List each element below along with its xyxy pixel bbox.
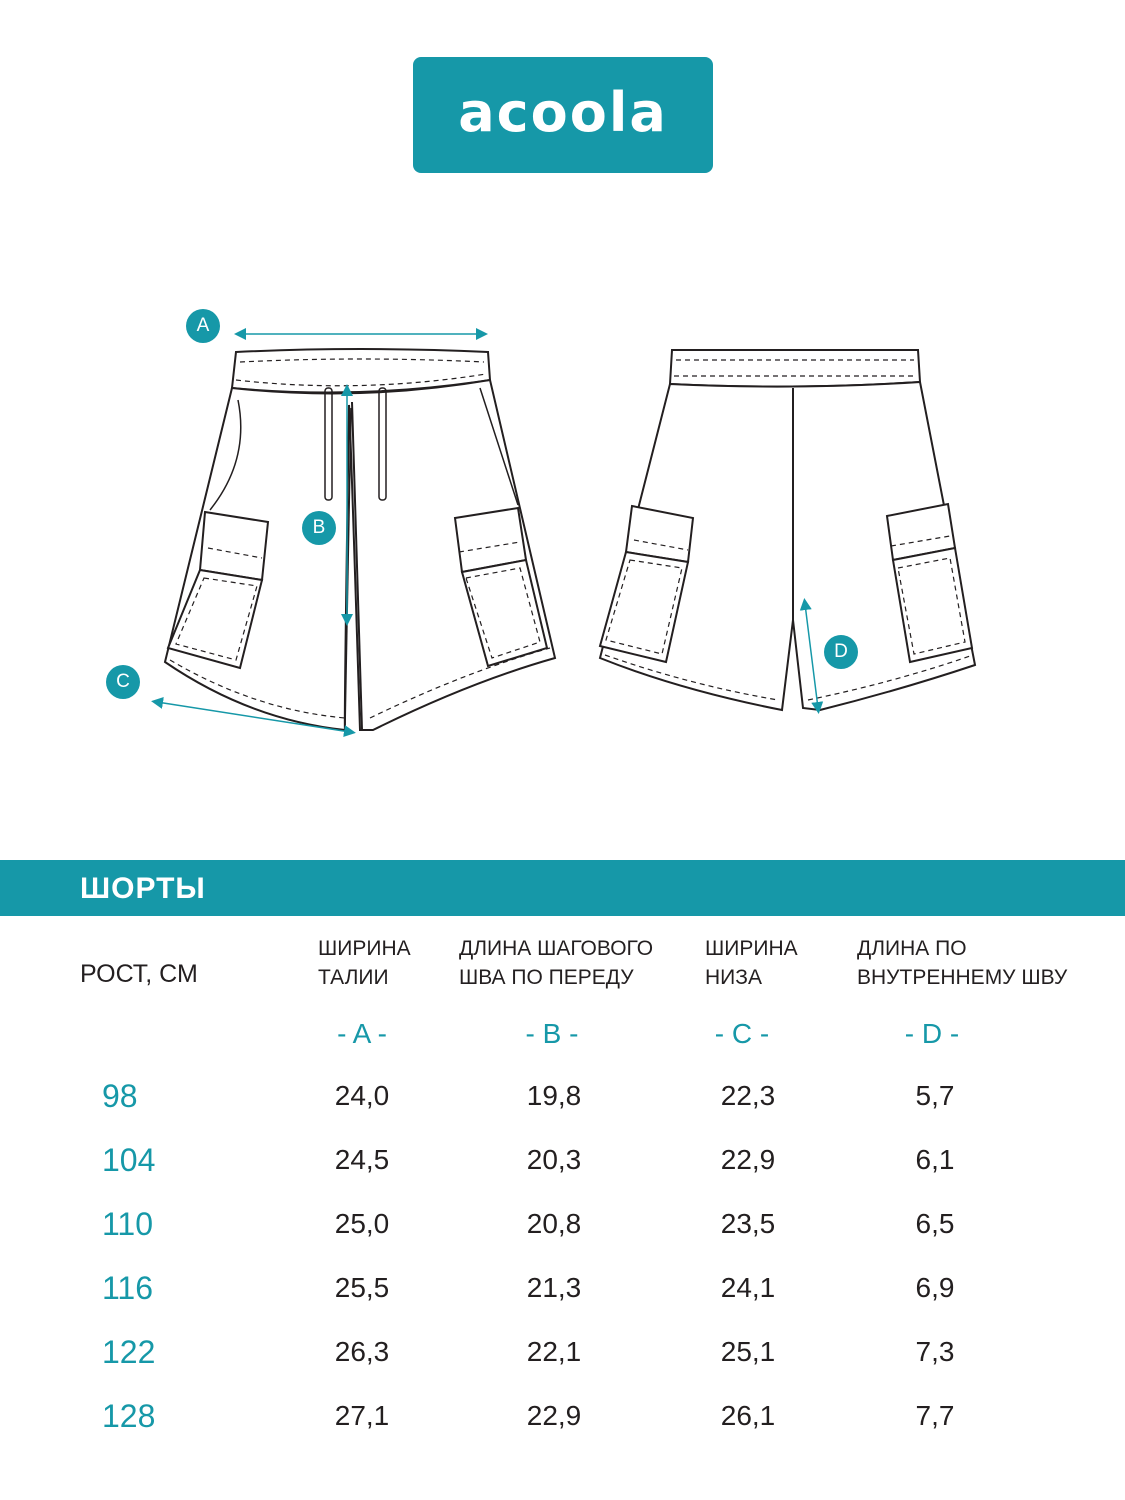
column-letter-a: - A - — [337, 1018, 387, 1049]
cell-b: 20,8 — [526, 1208, 582, 1239]
table-row: 104 24,5 20,3 22,9 6,1 — [0, 1140, 1125, 1180]
column-header-a-line1: ШИРИНА — [318, 937, 411, 960]
table-row: 110 25,0 20,8 23,5 6,5 — [0, 1204, 1125, 1244]
column-header-c-line1: ШИРИНА — [705, 937, 798, 960]
back-view — [598, 349, 977, 712]
row-size: 104 — [102, 1142, 156, 1178]
cell-a: 25,5 — [334, 1272, 390, 1303]
cell-a: 26,3 — [334, 1336, 390, 1367]
row-size: 116 — [102, 1270, 154, 1306]
column-header-b: ДЛИНА ШАГОВОГО ШВА ПО ПЕРЕДУ — [459, 934, 653, 992]
table-row: 98 24,0 19,8 22,3 5,7 — [0, 1076, 1125, 1116]
cell-c: 23,5 — [720, 1208, 776, 1239]
cell-d: 6,1 — [915, 1144, 955, 1175]
table-row: 122 26,3 22,1 25,1 7,3 — [0, 1332, 1125, 1372]
cell-d: 7,7 — [915, 1400, 955, 1431]
cell-d: 7,3 — [915, 1336, 955, 1367]
row-size: 98 — [102, 1078, 138, 1114]
cell-c: 22,9 — [720, 1144, 776, 1175]
cell-b: 20,3 — [526, 1144, 582, 1175]
column-letter-c: - C - — [714, 1018, 770, 1049]
column-header-a-line2: ТАЛИИ — [318, 966, 389, 989]
table-row: 116 25,5 21,3 24,1 6,9 — [0, 1268, 1125, 1308]
cell-b: 22,1 — [526, 1336, 582, 1367]
column-header-b-line1: ДЛИНА ШАГОВОГО — [459, 937, 654, 960]
column-header-c-line2: НИЗА — [705, 966, 762, 989]
column-header-b-line2: ШВА ПО ПЕРЕДУ — [459, 966, 634, 989]
measure-line-c — [151, 696, 356, 738]
table-row: 128 27,1 22,9 26,1 7,7 — [0, 1396, 1125, 1436]
cell-c: 26,1 — [720, 1400, 776, 1431]
column-header-c: ШИРИНА НИЗА — [705, 934, 798, 992]
cell-d: 6,5 — [915, 1208, 955, 1239]
shorts-sketch — [151, 328, 977, 738]
cell-b: 22,9 — [526, 1400, 582, 1431]
cell-a: 25,0 — [334, 1208, 390, 1239]
cell-b: 21,3 — [526, 1272, 582, 1303]
cell-a: 27,1 — [334, 1400, 390, 1431]
brand-logo: acoola — [413, 57, 713, 173]
column-header-a: ШИРИНА ТАЛИИ — [318, 934, 411, 992]
cell-c: 24,1 — [720, 1272, 776, 1303]
table-title-band: ШОРТЫ — [0, 860, 1125, 916]
growth-header: РОСТ, СМ — [80, 960, 198, 988]
marker-b: B — [302, 511, 336, 545]
row-size: 110 — [102, 1206, 154, 1242]
marker-a: A — [186, 309, 220, 343]
table-title: ШОРТЫ — [80, 872, 206, 905]
column-header-d: ДЛИНА ПО ВНУТРЕННЕМУ ШВУ — [857, 934, 1067, 992]
marker-c: C — [106, 665, 140, 699]
measure-line-d — [799, 598, 824, 714]
cell-c: 22,3 — [720, 1080, 776, 1111]
cell-d: 6,9 — [915, 1272, 955, 1303]
cell-c: 25,1 — [720, 1336, 776, 1367]
cell-d: 5,7 — [915, 1080, 955, 1111]
cell-a: 24,0 — [334, 1080, 390, 1111]
column-letter-b: - B - — [525, 1018, 579, 1049]
cell-a: 24,5 — [334, 1144, 390, 1175]
cell-b: 19,8 — [526, 1080, 582, 1111]
column-header-d-line2: ВНУТРЕННЕМУ ШВУ — [857, 966, 1068, 989]
marker-d: D — [824, 635, 858, 669]
column-header-d-line1: ДЛИНА ПО — [857, 937, 967, 960]
front-view — [163, 348, 557, 731]
brand-logo-text: acoola — [458, 81, 668, 144]
column-letter-d: - D - — [904, 1018, 960, 1049]
row-size: 128 — [102, 1398, 156, 1434]
row-size: 122 — [102, 1334, 156, 1370]
shorts-technical-drawing: A B C D — [0, 290, 1125, 770]
